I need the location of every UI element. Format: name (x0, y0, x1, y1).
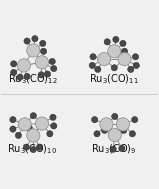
Circle shape (119, 145, 125, 152)
Circle shape (121, 48, 128, 54)
Circle shape (129, 131, 135, 137)
Circle shape (112, 113, 118, 120)
Circle shape (133, 62, 139, 69)
Circle shape (24, 73, 30, 80)
Circle shape (51, 65, 57, 72)
Circle shape (18, 118, 31, 131)
Circle shape (95, 66, 101, 73)
Circle shape (100, 118, 113, 131)
Circle shape (90, 54, 96, 60)
Text: Ru$_3$(CO)$_{9}$: Ru$_3$(CO)$_{9}$ (91, 142, 137, 156)
Circle shape (40, 48, 47, 54)
Circle shape (128, 66, 134, 73)
Text: Ru$_3$(CO)$_{12}$: Ru$_3$(CO)$_{12}$ (8, 73, 57, 86)
Circle shape (27, 44, 40, 57)
Circle shape (27, 129, 40, 142)
Circle shape (113, 36, 119, 43)
Circle shape (36, 144, 43, 150)
Circle shape (132, 116, 138, 123)
Circle shape (44, 71, 51, 77)
Circle shape (111, 65, 118, 71)
Circle shape (49, 58, 55, 65)
Circle shape (10, 61, 17, 67)
Circle shape (118, 53, 131, 66)
Circle shape (104, 39, 110, 45)
Circle shape (50, 114, 56, 120)
Circle shape (10, 69, 17, 76)
Circle shape (10, 116, 16, 123)
Circle shape (26, 125, 33, 131)
Circle shape (94, 131, 100, 137)
Circle shape (91, 116, 98, 123)
Circle shape (32, 36, 38, 42)
Circle shape (51, 123, 57, 129)
Circle shape (116, 118, 130, 131)
Circle shape (132, 54, 139, 60)
Circle shape (121, 127, 127, 133)
Text: Ru$_3$(CO)$_{11}$: Ru$_3$(CO)$_{11}$ (89, 73, 139, 86)
Circle shape (23, 144, 29, 150)
Circle shape (15, 132, 22, 139)
Circle shape (40, 40, 46, 46)
Circle shape (97, 53, 111, 66)
Circle shape (30, 113, 36, 119)
Circle shape (17, 74, 23, 80)
Circle shape (89, 62, 95, 69)
Circle shape (108, 129, 121, 142)
Circle shape (101, 127, 108, 133)
Circle shape (120, 40, 126, 46)
Text: Ru$_3$(CO)$_{10}$: Ru$_3$(CO)$_{10}$ (7, 142, 58, 156)
Circle shape (108, 45, 121, 58)
Circle shape (47, 131, 53, 137)
Circle shape (35, 117, 49, 130)
Circle shape (30, 146, 36, 153)
Circle shape (35, 56, 49, 69)
Circle shape (38, 72, 44, 78)
Circle shape (24, 38, 30, 44)
Circle shape (10, 126, 16, 132)
Circle shape (17, 59, 31, 72)
Circle shape (110, 146, 116, 152)
